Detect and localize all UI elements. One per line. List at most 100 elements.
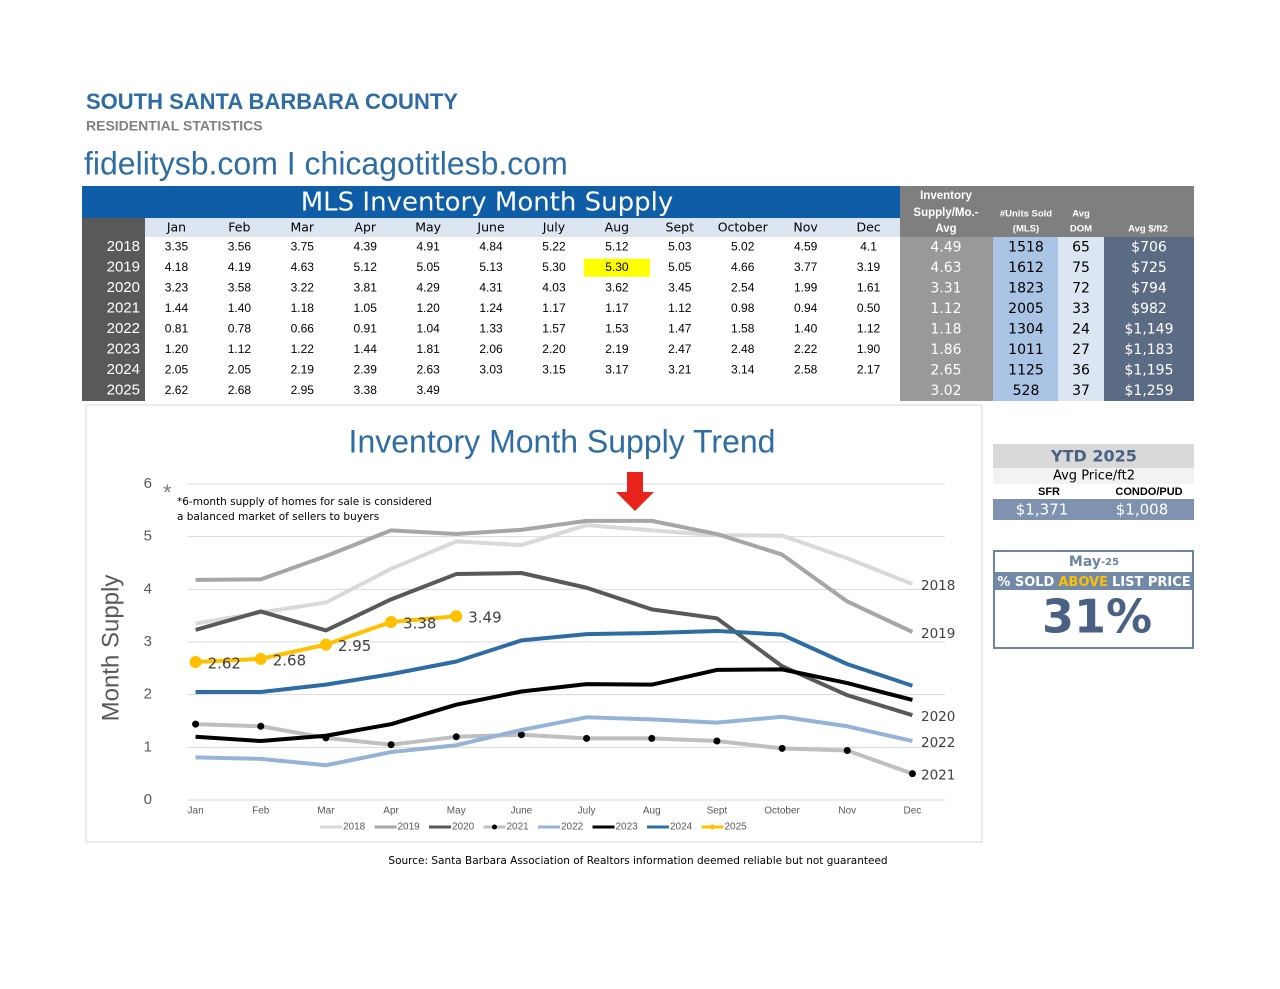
cell: 2.06 (479, 342, 503, 356)
month-header: Dec (856, 220, 880, 235)
price-cell: $1,183 (1125, 342, 1174, 358)
y-tick-label: 5 (144, 528, 152, 545)
x-tick-label: May (447, 806, 466, 817)
cell: 3.62 (605, 280, 629, 294)
avg-cell: 1.86 (930, 342, 961, 358)
red-arrow (616, 472, 654, 511)
cell: 2.58 (794, 362, 818, 376)
chart-frame (85, 404, 983, 843)
avg-column (900, 237, 993, 401)
cell: 1.17 (542, 301, 566, 315)
price-cell: $1,149 (1125, 321, 1174, 337)
cell: 2.63 (416, 362, 440, 376)
cell: 5.12 (605, 239, 629, 253)
series-end-label: 2020 (921, 709, 955, 725)
cell: 3.14 (731, 362, 755, 376)
x-tick-label: Dec (904, 806, 922, 817)
avg-cell: 2.65 (930, 362, 961, 378)
cell: 2.68 (228, 383, 252, 397)
row-year: 2024 (107, 361, 140, 378)
month-header: Apr (354, 220, 376, 235)
point-marker (385, 615, 398, 628)
cell: 1.12 (228, 342, 252, 356)
chart-title: Inventory Month Supply Trend (349, 423, 776, 459)
legend-label: 2021 (507, 822, 530, 833)
cell: 5.22 (542, 239, 566, 253)
cell: 3.23 (165, 280, 189, 294)
table-body: Jan Feb Mar Apr May June July Aug Sept October Nov… (107, 190, 1174, 399)
sold-label: % SOLD ABOVE LIST PRICE (997, 575, 1190, 590)
dom-cell: 27 (1072, 342, 1090, 358)
summary-header-label: DOM (1070, 224, 1092, 235)
point-marker (450, 610, 463, 623)
cell: 2.19 (291, 362, 315, 376)
cell: 2.95 (291, 383, 315, 397)
month-header: May (415, 220, 441, 235)
units-cell: 1612 (1008, 260, 1044, 276)
sold-label-part: LIST PRICE (1112, 575, 1191, 590)
point-marker (257, 722, 265, 730)
summary-header (900, 186, 1194, 237)
month-header-row (145, 218, 900, 237)
row-year: 2023 (107, 341, 140, 358)
point-marker (192, 720, 200, 728)
summary-header-label: #Units Sold (1000, 209, 1052, 220)
avg-cell: 3.31 (930, 280, 961, 296)
units-cell: 1518 (1008, 239, 1044, 255)
row-year: 2020 (107, 279, 140, 296)
units-cell: 1304 (1008, 321, 1044, 337)
y-tick-label: 4 (144, 580, 152, 597)
series-end-label: 2021 (921, 768, 955, 784)
point-marker (908, 770, 916, 778)
cell: 3.22 (291, 280, 315, 294)
y-tick-label: 0 (144, 791, 152, 808)
units-cell: 1125 (1008, 362, 1044, 378)
cell: 3.17 (605, 362, 629, 376)
sold-month-year: -25 (1101, 557, 1119, 568)
units-cell: 528 (1013, 383, 1040, 399)
point-marker (189, 656, 202, 669)
cell: 3.45 (668, 280, 692, 294)
sold-month-name: May (1069, 554, 1101, 570)
summary-header-label: Supply/Mo.- (913, 207, 978, 219)
cell: 5.05 (416, 260, 440, 274)
cell: 2.20 (542, 342, 566, 356)
cell: 1.61 (857, 280, 881, 294)
cell: 4.29 (416, 280, 440, 294)
cell: 1.90 (857, 342, 881, 356)
series-line (195, 628, 914, 695)
cell: 5.02 (731, 239, 755, 253)
series-end-label: 2022 (921, 735, 955, 751)
cell: 4.18 (165, 260, 189, 274)
dom-cell: 33 (1072, 301, 1090, 317)
y-tick-label: 6 (144, 475, 152, 492)
x-tick-label: Feb (252, 806, 270, 817)
dom-cell: 75 (1072, 260, 1090, 276)
x-tick-label: Aug (643, 806, 661, 817)
row-year: 2021 (107, 300, 140, 317)
price-cell: $794 (1131, 280, 1167, 296)
row-year: 2025 (107, 382, 140, 399)
summary-header-label: Avg (935, 223, 956, 235)
annotation: a balanced market of sellers to buyers (177, 511, 379, 523)
point-marker (452, 733, 460, 741)
cell: 3.21 (668, 362, 692, 376)
cell: 5.12 (354, 260, 378, 274)
point-marker (319, 638, 332, 651)
series-line (195, 523, 914, 626)
cell: 1.99 (794, 280, 818, 294)
ytd-column: CONDO/PUD (1115, 486, 1182, 498)
avg-cell: 4.63 (930, 260, 961, 276)
dom-cell: 24 (1072, 321, 1090, 337)
table-banner (82, 186, 900, 218)
cell: 3.75 (291, 239, 315, 253)
x-tick-label: Sept (707, 806, 728, 817)
cell: 1.22 (291, 342, 315, 356)
cell: 0.91 (354, 321, 378, 335)
month-header: Aug (605, 220, 629, 235)
cell: 5.30 (605, 260, 629, 274)
month-header: October (718, 220, 769, 235)
legend-marker (710, 824, 715, 830)
cell: 0.98 (731, 301, 755, 315)
avg-cell: 1.18 (930, 321, 961, 337)
